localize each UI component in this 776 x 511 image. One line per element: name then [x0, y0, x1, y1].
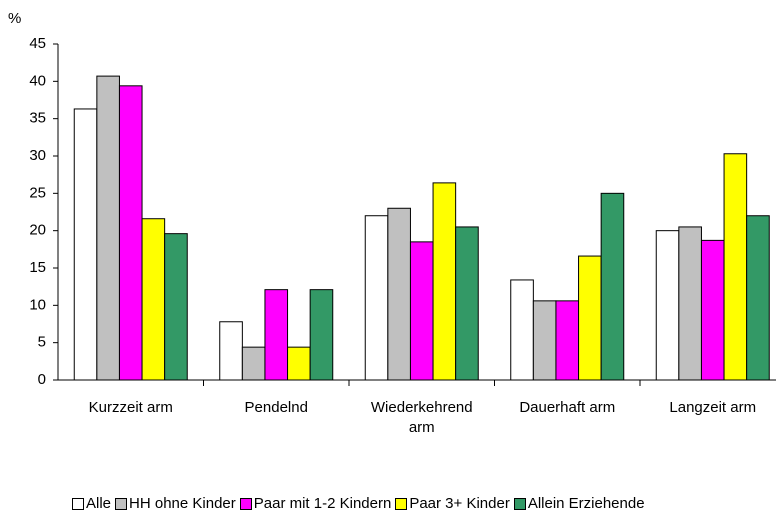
- legend-swatch: [115, 497, 128, 510]
- bar: [219, 321, 243, 381]
- legend-label: HH ohne Kinder: [129, 495, 236, 511]
- legend-swatch: [513, 497, 526, 510]
- y-tick-label: 30: [29, 147, 46, 164]
- bar: [600, 192, 625, 381]
- legend-item: Paar 3+ Kinder: [395, 495, 510, 511]
- legend-label: Paar 3+ Kinder: [409, 495, 510, 511]
- legend-swatch: [239, 497, 252, 510]
- legend-item: Paar mit 1-2 Kindern: [239, 495, 392, 511]
- y-tick-label: 5: [38, 334, 46, 351]
- y-tick-label: 0: [38, 371, 46, 388]
- y-tick-label: 45: [29, 35, 46, 52]
- bar: [96, 75, 120, 381]
- bar: [723, 153, 748, 381]
- bar: [118, 85, 143, 381]
- bar: [555, 300, 580, 381]
- y-axis-label: %: [8, 10, 21, 27]
- bar: [678, 226, 702, 381]
- x-tick-label: Wiederkehrend arm: [370, 399, 473, 436]
- x-tick-label: Dauerhaft arm: [519, 399, 616, 416]
- bar: [264, 289, 289, 381]
- legend-item: Allein Erziehende: [513, 495, 645, 511]
- legend-label: Alle: [86, 495, 112, 511]
- legend-item: Alle: [72, 495, 111, 511]
- bar: [241, 346, 266, 381]
- x-tick-label: Pendelnd: [244, 399, 308, 416]
- bar: [746, 215, 770, 381]
- bar: [409, 241, 434, 381]
- bar: [700, 239, 725, 381]
- y-tick-label: 20: [29, 222, 46, 239]
- bar: [364, 215, 389, 381]
- y-tick-label: 25: [29, 184, 46, 201]
- bar: [510, 279, 534, 381]
- bar: [455, 226, 479, 381]
- x-tick-label: Langzeit arm: [669, 399, 757, 416]
- y-tick-label: 10: [29, 296, 46, 313]
- y-tick-label: 35: [29, 110, 46, 127]
- legend-swatch: [395, 497, 408, 510]
- y-tick-label: 40: [29, 72, 46, 89]
- bar: [73, 108, 98, 381]
- bar: [532, 300, 557, 381]
- legend: Alle HH ohne Kinder Paar mit 1-2 Kindern Pa…: [72, 495, 649, 511]
- x-tick-label: Kurzzeit arm: [88, 399, 173, 416]
- bar: [309, 289, 334, 381]
- legend-label: Allein Erziehende: [527, 495, 645, 511]
- bar: [578, 255, 602, 381]
- legend-swatch: [72, 497, 84, 510]
- bar: [432, 182, 457, 381]
- bar: [164, 233, 188, 381]
- bar: [655, 230, 680, 381]
- y-tick-label: 15: [29, 259, 46, 276]
- bar: [387, 207, 411, 381]
- bar: [141, 218, 166, 381]
- legend-label: Paar mit 1-2 Kindern: [253, 495, 392, 511]
- legend-item: HH ohne Kinder: [115, 495, 236, 511]
- bar: [287, 346, 311, 381]
